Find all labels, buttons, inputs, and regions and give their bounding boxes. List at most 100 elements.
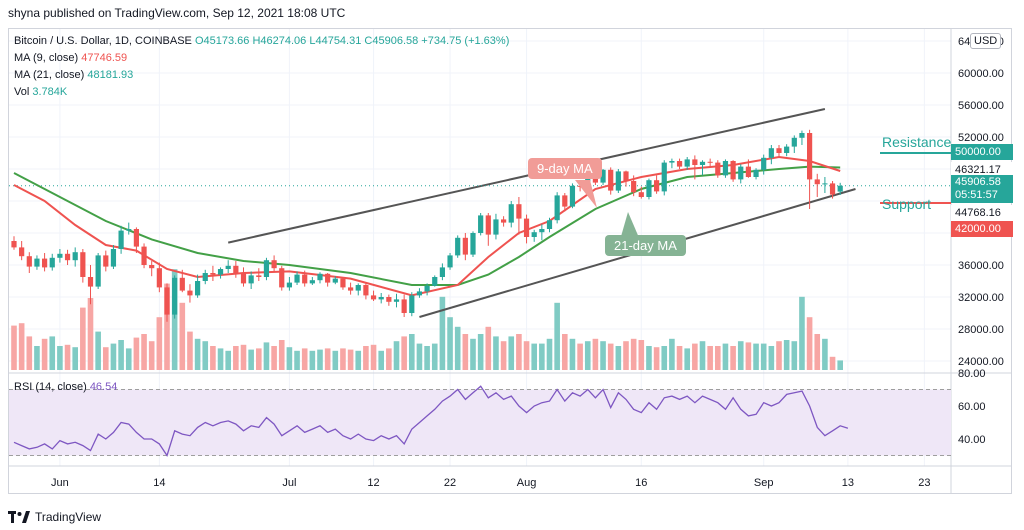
candle-body [355,285,361,291]
candle-body [692,159,698,165]
volume-bar [516,334,522,370]
volume-bar [470,338,476,370]
candle-body [684,159,690,167]
candle-body [141,246,147,265]
candle-body [172,277,178,315]
volume-bar [148,341,155,370]
candle-body [470,233,476,255]
candle-body [164,287,170,315]
support-line-price-tag: 42000.00 [951,221,1013,237]
price-tick-label: 52000.00 [958,132,1004,144]
symbol-title: Bitcoin / U.S. Dollar, 1D, COINBASE [14,35,192,47]
candle-body [103,255,109,267]
candle-body [110,249,117,267]
high-value: H46274.06 [252,35,307,47]
volume-bar [133,337,140,370]
volume-bar [225,350,231,370]
volume-bar [118,340,124,370]
volume-bar [217,348,224,370]
candle-body [87,277,94,287]
volume-bar [584,341,591,370]
rsi-tick-label: 40.00 [958,434,986,446]
volume-bar [577,343,583,370]
candle-body [317,273,323,281]
candle-body [439,267,445,277]
candle-body [485,215,491,235]
volume-bar [409,334,415,370]
volume-bar [531,343,537,370]
candle-body [592,176,598,183]
volume-bar [554,302,560,370]
volume-bar [607,343,614,370]
volume-bar [18,323,25,370]
volume-bar [653,347,660,370]
rsi-tick-label: 80.00 [958,368,986,380]
candle-body [638,192,644,197]
candle-body [133,229,139,247]
volume-bar [41,338,48,370]
volume-bar [822,338,828,370]
volume-bar [72,347,78,370]
candle-body [531,232,537,237]
candle-body [378,297,384,300]
volume-bar [454,326,461,370]
volume-bar [477,334,484,370]
candle-body [302,274,308,284]
rsi-legend: RSI (14, close) 46.54 [14,381,117,393]
last-price-tag: 45906.58 05:51:57 [951,175,1013,203]
volume-bar [447,317,453,370]
volume-bar [707,346,713,370]
volume-bar [799,296,805,370]
volume-bar [715,346,721,370]
volume-bar [156,317,163,370]
volume-bar [760,343,767,370]
volume-bar [294,350,300,370]
candle-body [42,258,48,268]
candle-body [569,185,576,207]
candle-body [80,252,86,277]
rsi-line [13,385,849,457]
volume-bar [600,341,606,370]
candle-body [768,148,774,158]
candle-body [72,252,78,261]
candle-body [149,265,155,269]
price-tick-label: 56000.00 [958,100,1004,112]
candle-body [49,257,55,268]
candle-body [332,278,338,283]
candle-body [416,291,423,296]
time-tick-label: 14 [153,477,165,489]
candle-body [539,229,545,233]
volume-bar [11,325,17,370]
footer-brand: TradingView [35,510,102,524]
candle-body [187,290,193,296]
volume-bar [745,342,752,370]
volume-bar [638,340,645,370]
low-value: L44754.31 [309,35,362,47]
volume-bar [179,302,186,370]
volume-bar [64,344,71,370]
volume-bar [263,342,270,370]
candle-body [240,273,247,284]
candle-body [799,133,805,138]
rsi-tick-label: 60.00 [958,401,986,413]
candle-body [309,280,315,284]
candle-body [829,183,836,195]
candle-body [432,277,438,286]
volume-bar [378,350,384,370]
candle-body [325,273,331,283]
volume-bar [363,346,369,370]
candle-body [554,195,560,221]
volume-bar [256,348,262,370]
currency-button[interactable]: USD [970,33,1002,49]
candle-body [646,180,652,197]
price-tick-label: 24000.00 [958,356,1004,368]
candle-body [699,161,706,165]
price-tick-label: 60000.00 [958,68,1004,80]
time-tick-label: Aug [517,477,537,489]
candle-body [118,230,124,249]
volume-bar [233,346,239,370]
candle-body [279,268,285,288]
candle-body [761,157,767,170]
volume-bar [791,341,798,370]
